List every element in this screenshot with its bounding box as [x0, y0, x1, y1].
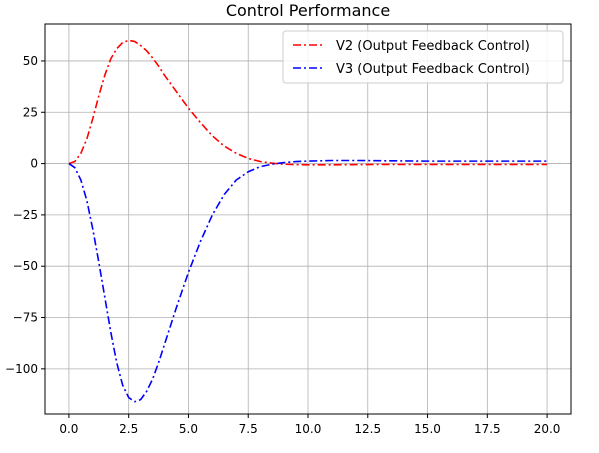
y-tick-label: −100 [5, 362, 38, 376]
grid-lines [45, 24, 571, 414]
x-axis-ticks: 0.0 2.5 5.0 7.5 10.0 12.5 15.0 17.5 20.0 [59, 414, 560, 436]
series-lines [68, 39, 548, 403]
x-tick-label: 17.5 [474, 422, 501, 436]
legend-label-v2: V2 (Output Feedback Control) [336, 39, 530, 54]
y-tick-label: −25 [13, 208, 38, 222]
y-tick-label: −75 [13, 311, 38, 325]
x-tick-label: 5.0 [179, 422, 198, 436]
x-tick-label: 15.0 [414, 422, 441, 436]
chart-title: Control Performance [226, 1, 390, 20]
x-tick-label: 2.5 [119, 422, 138, 436]
y-tick-label: 0 [30, 157, 38, 171]
x-tick-label: 0.0 [59, 422, 78, 436]
x-tick-label: 10.0 [295, 422, 322, 436]
x-tick-label: 20.0 [534, 422, 561, 436]
x-tick-label: 12.5 [354, 422, 381, 436]
legend-label-v3: V3 (Output Feedback Control) [336, 62, 530, 77]
y-tick-label: 25 [23, 105, 38, 119]
y-tick-label: 50 [23, 54, 38, 68]
y-tick-label: −50 [13, 259, 38, 273]
series-line-v2 [68, 39, 548, 166]
legend-box [282, 30, 564, 84]
y-axis-ticks: 50 25 0 −25 −50 −75 −100 [5, 54, 45, 376]
legend: V2 (Output Feedback Control) V3 (Output … [282, 30, 564, 84]
series-line-v3 [68, 159, 548, 403]
x-tick-label: 7.5 [239, 422, 258, 436]
